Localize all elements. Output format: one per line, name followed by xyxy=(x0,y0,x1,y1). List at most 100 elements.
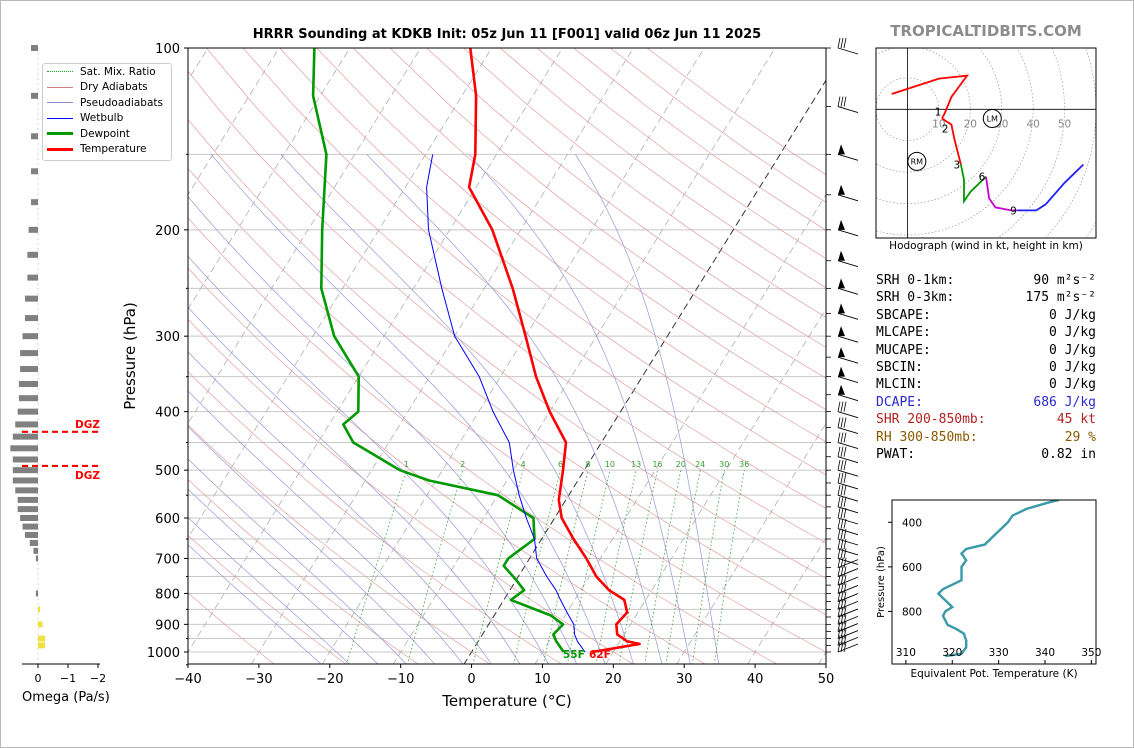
skewt-curves: 1 2 4 6 8 10 13 16 20 24 30 36 xyxy=(311,48,749,654)
wind-barb xyxy=(837,303,859,320)
y-tick-label: 500 xyxy=(155,464,180,479)
stat-label: SBCIN: xyxy=(876,360,923,376)
hodograph-height-label: 3 xyxy=(954,159,961,171)
legend-swatch xyxy=(47,132,73,136)
omega-bar xyxy=(12,467,39,474)
omega-bar xyxy=(29,540,38,547)
y-tick-label: 600 xyxy=(155,512,180,527)
dry-adiabat xyxy=(353,48,826,411)
omega-bar xyxy=(27,251,38,258)
omega-bar xyxy=(38,621,43,628)
dry-adiabat xyxy=(188,118,826,616)
wind-barb xyxy=(837,347,859,364)
y-tick-label: 1000 xyxy=(147,646,180,661)
y-tick-label: 200 xyxy=(155,224,180,239)
omega-bar xyxy=(18,395,38,402)
hodograph-segment-line xyxy=(1017,163,1085,212)
stat-label: MUCAPE: xyxy=(876,342,931,358)
omega-bar xyxy=(15,487,38,494)
hodograph-ring-label: 30 xyxy=(995,118,1008,130)
thetae-y-tick-label: 800 xyxy=(902,606,922,618)
dgz-label: DGZ xyxy=(75,419,100,431)
legend-label: Pseudoadiabats xyxy=(80,96,163,109)
omega-tick-label: 0 xyxy=(35,672,42,685)
wind-barb xyxy=(837,219,859,237)
omega-bar xyxy=(31,133,38,140)
hodograph-height-label: 9 xyxy=(1010,205,1017,217)
mixing-ratio-label: 16 xyxy=(652,460,662,469)
omega-bar xyxy=(38,606,41,613)
omega-bar xyxy=(35,590,38,597)
omega-bar xyxy=(17,506,38,513)
mixing-ratio-line xyxy=(566,470,611,664)
mixing-ratio-line xyxy=(513,470,561,664)
omega-bar xyxy=(15,421,38,428)
dry-adiabat xyxy=(188,70,826,579)
wind-barb xyxy=(837,599,859,610)
legend-item: Pseudoadiabats xyxy=(43,95,171,111)
stat-row: SBCIN: 0 J/kg xyxy=(876,359,1096,376)
surface-temp-label: 62F xyxy=(589,649,611,661)
dry-adiabat xyxy=(188,534,347,664)
pseudoadiabat xyxy=(188,255,549,664)
wind-barb xyxy=(837,184,859,202)
brand-watermark: TROPICALTIDBITS.COM xyxy=(890,22,1082,40)
lm-label: LM xyxy=(987,114,998,123)
stat-row: DCAPE: 686 J/kg xyxy=(876,394,1096,411)
dry-adiabat xyxy=(242,48,826,509)
hodograph-caption: Hodograph (wind in kt, height in km) xyxy=(889,240,1083,252)
dry-adiabat xyxy=(188,318,634,664)
stat-label: PWAT: xyxy=(876,447,916,463)
dgz-label: DGZ xyxy=(75,470,100,482)
wind-barb xyxy=(837,518,859,536)
pseudoadiabat xyxy=(188,544,322,664)
wind-barb xyxy=(837,591,859,602)
omega-bar xyxy=(31,92,38,99)
dry-adiabat xyxy=(188,267,706,664)
stat-value: 45 kt xyxy=(1056,412,1096,428)
stat-value: 0 J/kg xyxy=(1049,325,1096,341)
wind-barb xyxy=(837,528,859,546)
wind-barb xyxy=(837,96,859,113)
rm-marker xyxy=(907,151,927,171)
omega-bar xyxy=(33,547,38,554)
dry-adiabat xyxy=(426,48,826,348)
stat-row: MLCIN: 0 J/kg xyxy=(876,376,1096,393)
wind-barb xyxy=(837,548,859,565)
stat-label: SRH 0-3km: xyxy=(876,290,955,306)
x-tick-label: −40 xyxy=(174,672,201,687)
legend-swatch xyxy=(47,102,73,104)
omega-bar xyxy=(35,555,38,562)
mixing-ratio-label: 2 xyxy=(460,460,465,469)
stat-value: 0 J/kg xyxy=(1049,377,1096,393)
y-tick-label: 400 xyxy=(155,406,180,421)
thetae-x-tick-label: 320 xyxy=(942,647,962,659)
y-tick-label: 800 xyxy=(155,587,180,602)
stat-row: PWAT: 0.82 in xyxy=(876,446,1096,463)
wind-barb xyxy=(837,366,859,384)
hodograph-height-label: 1 xyxy=(935,106,942,118)
rm-label: RM xyxy=(911,157,924,166)
thetae-xlabel: Equivalent Pot. Temperature (K) xyxy=(910,668,1078,680)
skewt-axes: 55F 62F −40 −30 −20 −10 0 10 20 30 40 50 Temperature… xyxy=(121,42,834,710)
omega-bar xyxy=(22,333,38,340)
mixing-ratio-label: 30 xyxy=(719,460,729,469)
isotherm-line xyxy=(250,48,634,664)
hodograph-panel: 10 20 30 40 50 12 3 6 9 RM LM xyxy=(875,47,1097,239)
dry-adiabat xyxy=(188,371,563,664)
surface-dewpoint-label: 55F xyxy=(563,649,585,661)
isotherm-line xyxy=(534,193,826,664)
thetae-x-tick-label: 330 xyxy=(989,647,1009,659)
x-tick-label: 0 xyxy=(467,672,475,687)
y-tick-label: 900 xyxy=(155,618,180,633)
stat-value: 0 J/kg xyxy=(1049,342,1096,358)
x-tick-label: 40 xyxy=(747,672,764,687)
omega-bar xyxy=(12,477,39,484)
stat-value: 175 m²s⁻² xyxy=(1025,290,1096,306)
mixing-ratio-line xyxy=(595,470,637,664)
mixing-ratio-label: 20 xyxy=(676,460,686,469)
omega-bar xyxy=(38,642,45,649)
wind-barb xyxy=(837,417,859,434)
legend-item: Dry Adiabats xyxy=(43,80,171,96)
